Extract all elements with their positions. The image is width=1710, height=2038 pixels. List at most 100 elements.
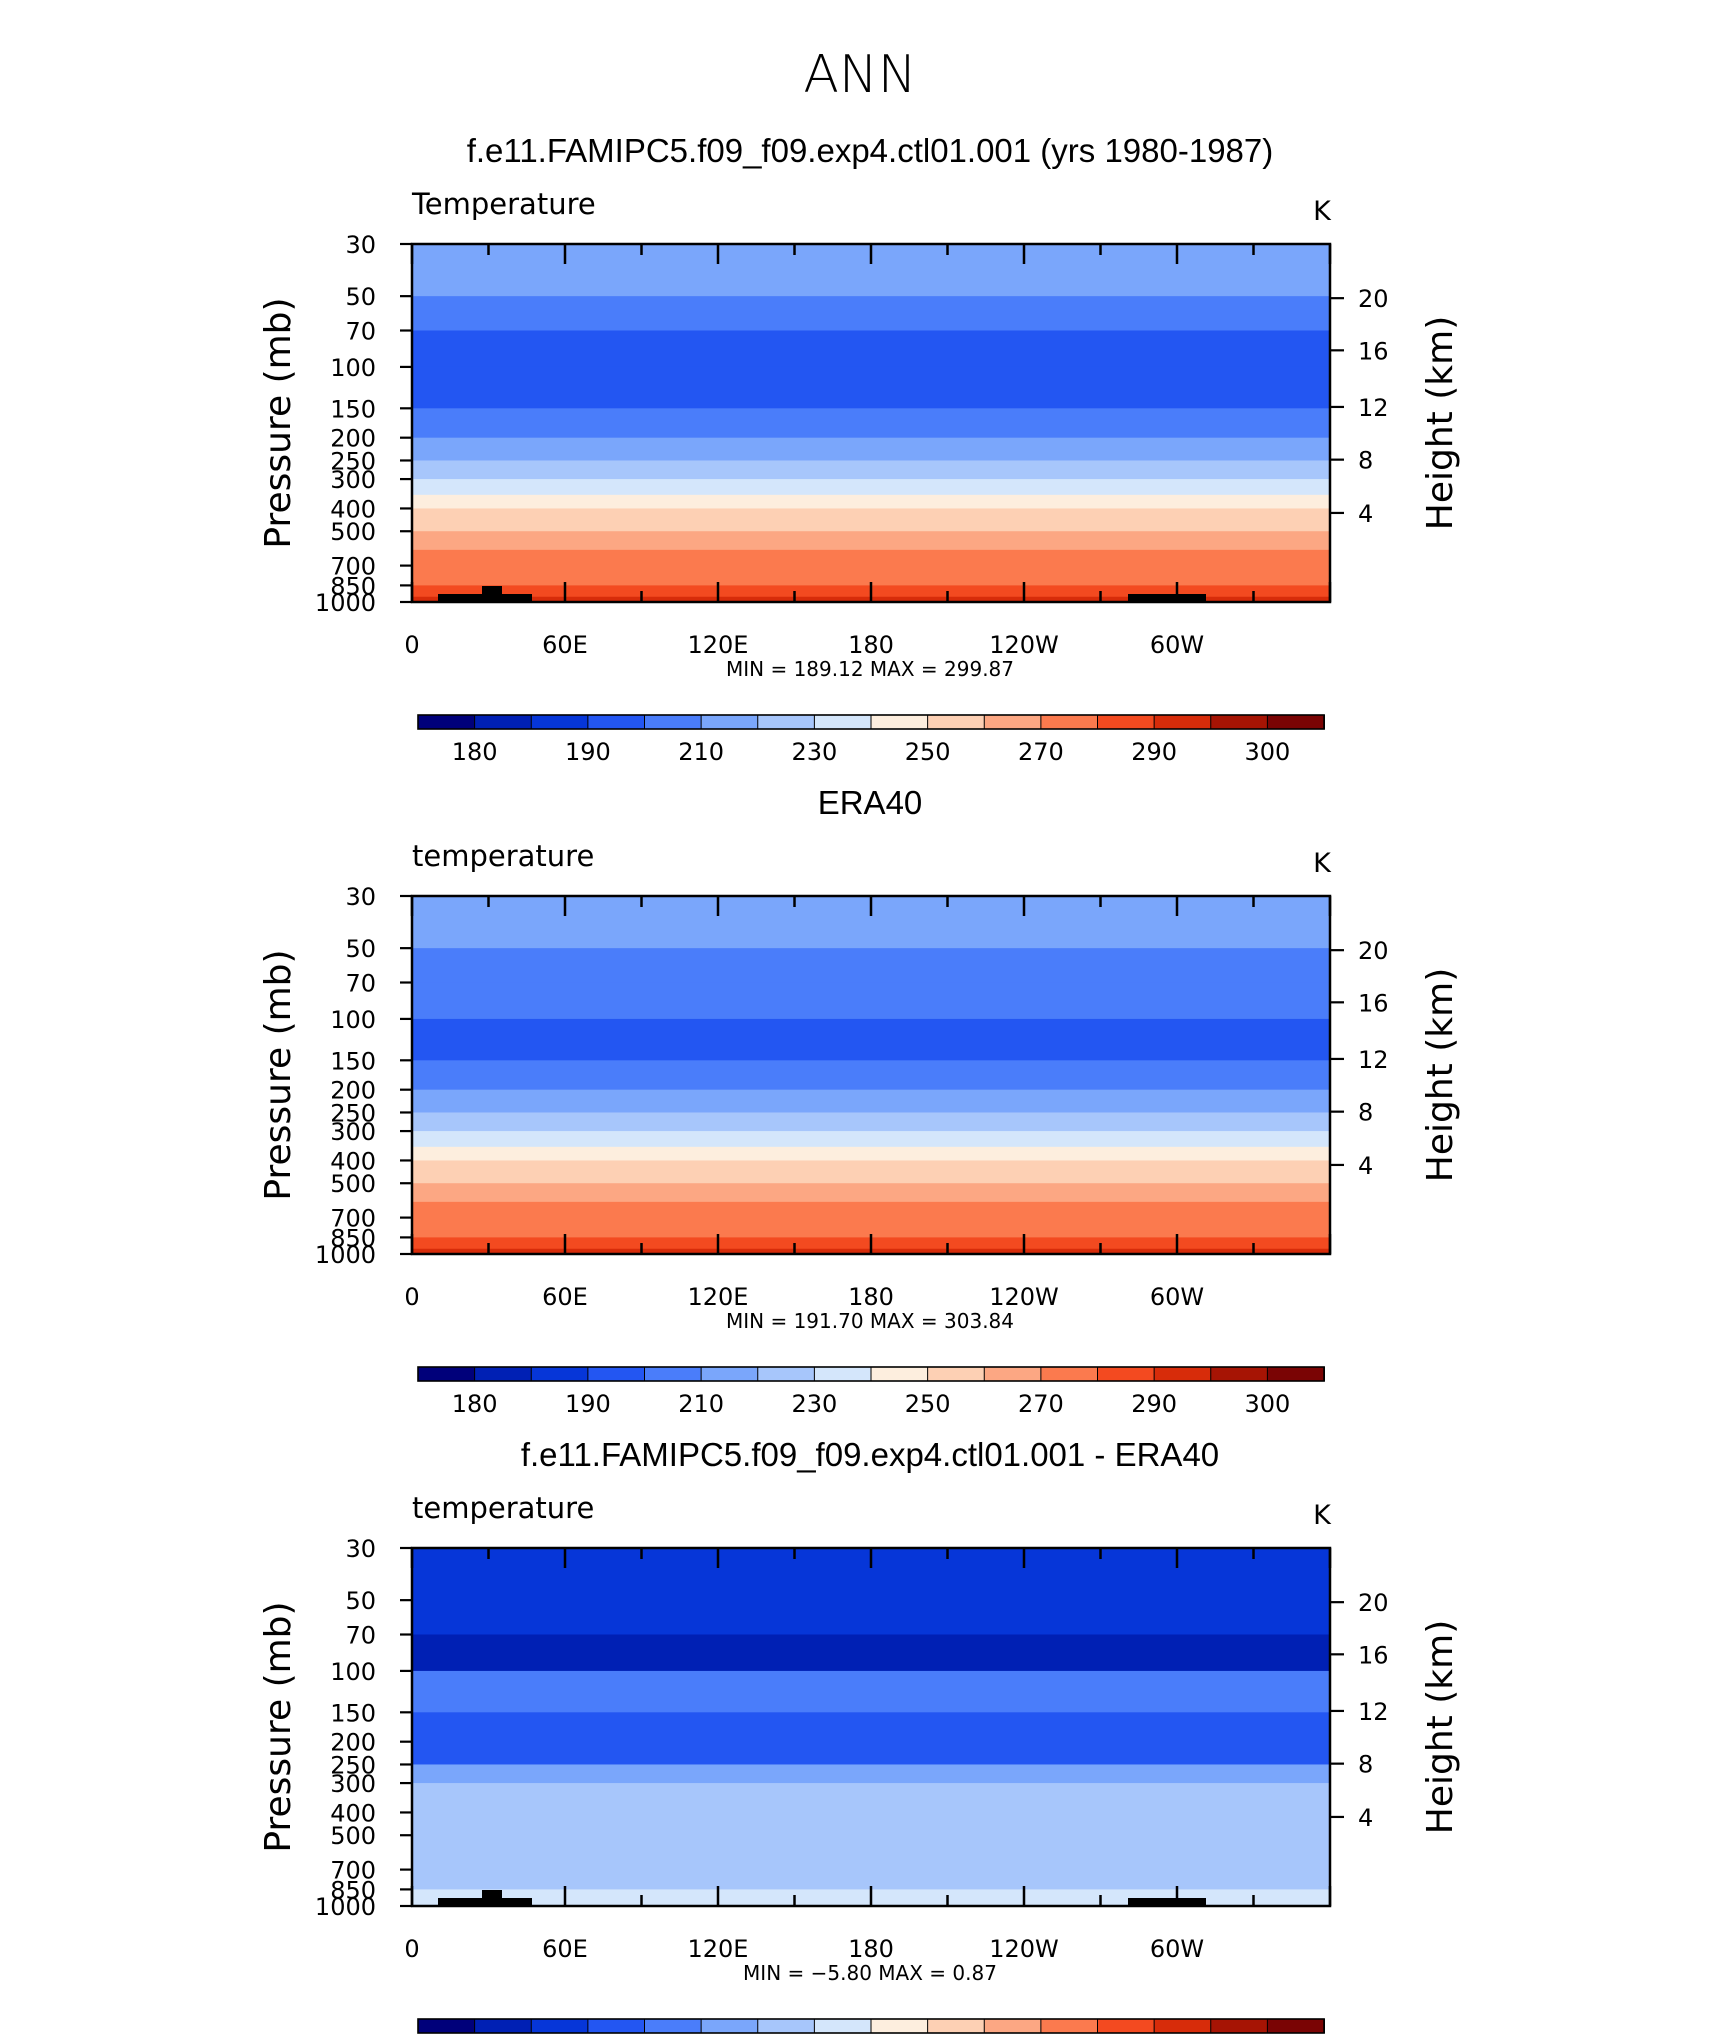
y2-axis-title: Height (km) (1420, 316, 1461, 530)
colorbar-box (1097, 1366, 1156, 1382)
orography-block (1128, 1898, 1206, 1906)
y-tick-label: 500 (330, 518, 376, 546)
contour-band (412, 1060, 1330, 1091)
x-tick-label: 60W (1150, 1935, 1204, 1963)
colorbar-frame (417, 2018, 1325, 2034)
colorbar-box (1210, 1366, 1269, 1382)
contour-band (412, 296, 1330, 332)
units-label: K (1313, 196, 1332, 227)
colorbar-label: 290 (1131, 1390, 1177, 1418)
y2-tick-label: 20 (1358, 1589, 1389, 1617)
colorbar-label: 300 (1244, 738, 1290, 766)
y-tick-label: 300 (330, 1118, 376, 1146)
y-axis-title: Pressure (mb) (258, 949, 299, 1200)
contour-band (412, 1089, 1330, 1114)
colorbar-label: 300 (1244, 1390, 1290, 1418)
contour-band (412, 1146, 1330, 1162)
y-tick-label: 400 (330, 1147, 376, 1175)
x-tick-label: 60E (542, 1283, 588, 1311)
contour-band (412, 565, 1330, 587)
y-tick-label: 50 (345, 935, 376, 963)
y2-tick-label: 12 (1358, 1046, 1389, 1074)
colorbar-box (1266, 2018, 1325, 2034)
contour-band (412, 460, 1330, 480)
y2-axis-title: Height (km) (1420, 968, 1461, 1182)
colorbar-box (927, 714, 986, 730)
colorbar-box (587, 2018, 646, 2034)
y-tick-label: 70 (345, 970, 376, 998)
colorbar: 180 190 210 230 250 270 290 300 (417, 1366, 1325, 1418)
y-tick-label: 100 (330, 354, 376, 382)
panel-2: ERA40 temperature K 0 60E 120E 180 120W 60W 30 50 7… (258, 784, 1461, 1418)
y-tick-label: 700 (330, 1857, 376, 1885)
y2-tick-label: 4 (1358, 1152, 1373, 1180)
colorbar-frame (417, 1366, 1325, 1382)
colorbar-frame (417, 714, 1325, 730)
contour-band (412, 437, 1330, 462)
y2-tick-label: 16 (1358, 1641, 1389, 1669)
y-tick-label: 30 (345, 1535, 376, 1563)
orography (438, 1890, 1206, 1906)
figure-title: ANN (803, 45, 916, 105)
y2-tick-label: 8 (1358, 1099, 1373, 1127)
colorbar-box (1210, 2018, 1269, 2034)
orography-block (482, 1890, 502, 1906)
colorbar-box (1153, 2018, 1212, 2034)
colorbar-box (1266, 714, 1325, 730)
colorbar-label: 230 (791, 738, 837, 766)
variable-label: temperature (412, 839, 594, 873)
colorbar-box (700, 714, 759, 730)
y2-tick-label: 4 (1358, 500, 1373, 528)
contour-band (412, 508, 1330, 532)
colorbar-label: 270 (1018, 738, 1064, 766)
y2-axis-title: Height (km) (1420, 1620, 1461, 1834)
contour-band (412, 408, 1330, 439)
colorbar-box (983, 1366, 1042, 1382)
y-tick-label: 1000 (315, 1241, 376, 1269)
colorbar-box (1210, 714, 1269, 730)
colorbar-label: 210 (678, 1390, 724, 1418)
contour-bands (412, 244, 1330, 603)
colorbar-box (644, 714, 703, 730)
y-tick-label: 70 (345, 1622, 376, 1650)
x-tick-label: 120W (989, 631, 1059, 659)
colorbar-label: 180 (452, 738, 498, 766)
panel-3: f.e11.FAMIPC5.f09_f09.exp4.ctl01.001 - E… (258, 1436, 1461, 2034)
y2-tick-label: 4 (1358, 1804, 1373, 1832)
contour-band (412, 531, 1330, 551)
y2-tick-label: 8 (1358, 1751, 1373, 1779)
colorbar-box (927, 1366, 986, 1382)
contour-band (412, 982, 1330, 1020)
panel-title: ERA40 (818, 784, 923, 821)
contour-band (412, 1183, 1330, 1203)
y-tick-label: 1000 (315, 589, 376, 617)
colorbar-box (983, 2018, 1042, 2034)
x-tick-label: 0 (404, 1935, 419, 1963)
contour-band (412, 948, 1330, 984)
x-tick-label: 180 (848, 1935, 894, 1963)
colorbar-box (530, 2018, 589, 2034)
min-max-stats: MIN = 189.12 MAX = 299.87 (726, 657, 1014, 681)
colorbar-label: 230 (791, 1390, 837, 1418)
y-tick-label: 850 (330, 1876, 376, 1904)
y-tick-label: 1000 (315, 1893, 376, 1921)
variable-label: temperature (412, 1491, 594, 1525)
y-tick-label: 200 (330, 1729, 376, 1757)
y-tick-label: 400 (330, 1799, 376, 1827)
contour-band (412, 479, 1330, 496)
colorbar-box (700, 2018, 759, 2034)
colorbar-box (474, 714, 533, 730)
colorbar-box (417, 2018, 476, 2034)
colorbar-box (1153, 714, 1212, 730)
y-tick-label: 30 (345, 231, 376, 259)
y-axis-title: Pressure (mb) (258, 1601, 299, 1852)
colorbar-box (870, 2018, 929, 2034)
y-tick-label: 200 (330, 425, 376, 453)
colorbar-box (1266, 1366, 1325, 1382)
y-tick-label: 300 (330, 1770, 376, 1798)
colorbar-box (1040, 714, 1099, 730)
orography (438, 586, 1206, 602)
colorbar-box (813, 1366, 872, 1382)
x-tick-label: 120W (989, 1283, 1059, 1311)
contour-band (412, 494, 1330, 510)
